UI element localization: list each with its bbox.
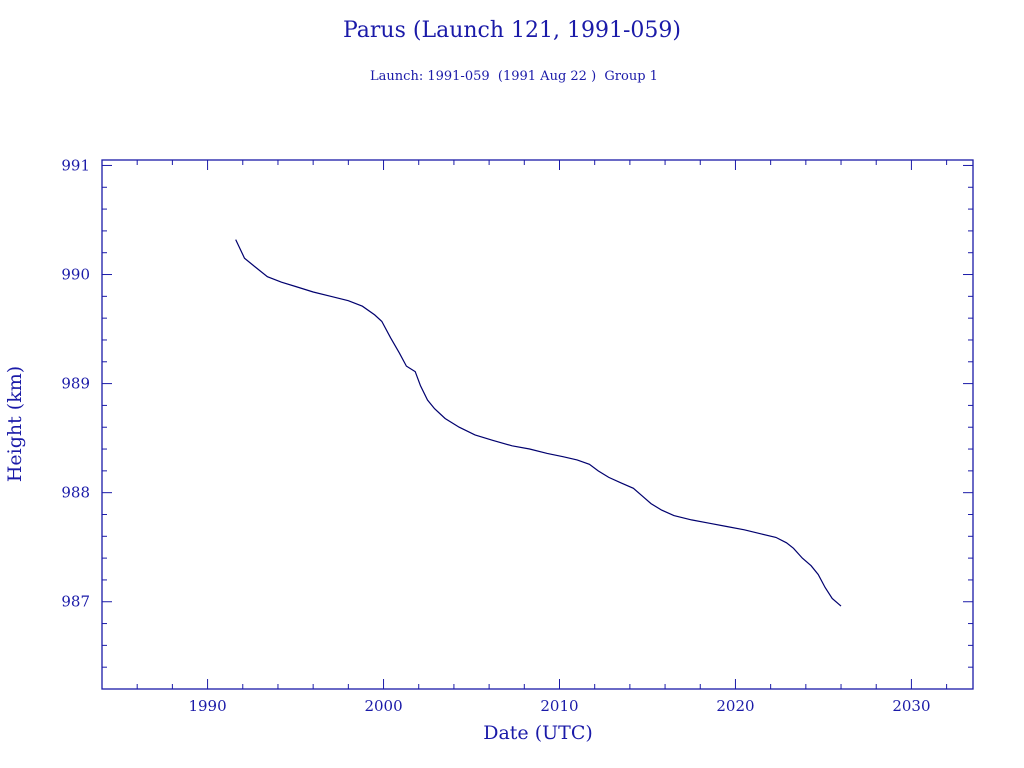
y-tick-label: 990 xyxy=(61,266,90,284)
chart-title: Parus (Launch 121, 1991-059) xyxy=(343,18,681,43)
y-tick-label: 987 xyxy=(61,593,90,611)
x-tick-label: 1990 xyxy=(188,697,226,715)
y-axis-label: Height (km) xyxy=(4,366,26,482)
chart-subtitle: Launch: 1991-059 (1991 Aug 22 ) Group 1 xyxy=(370,69,658,84)
x-tick-label: 2000 xyxy=(364,697,402,715)
y-tick-labels: 987 988 989 990 991 xyxy=(61,156,90,610)
x-tick-label: 2030 xyxy=(892,697,930,715)
x-tick-labels: 1990 2000 2010 2020 2030 xyxy=(188,697,930,715)
plot-frame xyxy=(101,159,974,690)
x-axis-label: Date (UTC) xyxy=(483,722,593,744)
y-tick-label: 989 xyxy=(61,375,90,393)
x-tick-label: 2020 xyxy=(716,697,754,715)
axis-ticks xyxy=(101,160,973,690)
y-tick-label: 991 xyxy=(61,156,90,174)
y-tick-label: 988 xyxy=(61,484,90,502)
height-series-line xyxy=(235,239,842,607)
x-tick-label: 2010 xyxy=(540,697,578,715)
